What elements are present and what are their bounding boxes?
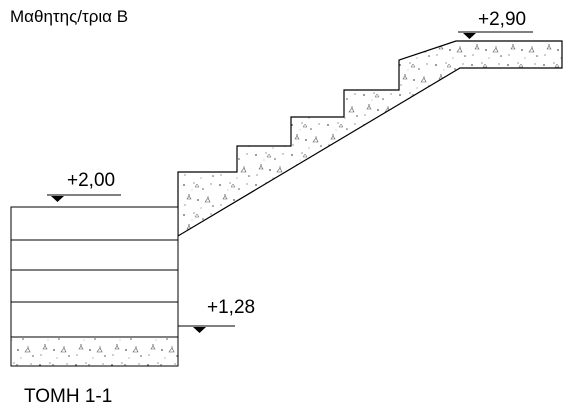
level-label-bottom: +1,28 <box>207 297 255 318</box>
foundation-strip <box>10 336 179 367</box>
student-label: Μαθητης/τρια Β <box>10 7 128 26</box>
level-marker-top: +2,90 <box>458 9 533 39</box>
stair-slab <box>177 40 563 238</box>
level-triangle-bottom-icon <box>193 327 206 333</box>
level-triangle-landing-icon <box>51 196 64 202</box>
level-label-landing: +2,00 <box>67 170 115 191</box>
section-title: ΤΟΜΗ 1-1 <box>24 386 112 407</box>
level-marker-landing: +2,00 <box>47 170 121 202</box>
level-triangle-top-icon <box>463 33 476 39</box>
level-label-top: +2,90 <box>478 9 526 30</box>
level-marker-bottom: +1,28 <box>189 297 255 333</box>
